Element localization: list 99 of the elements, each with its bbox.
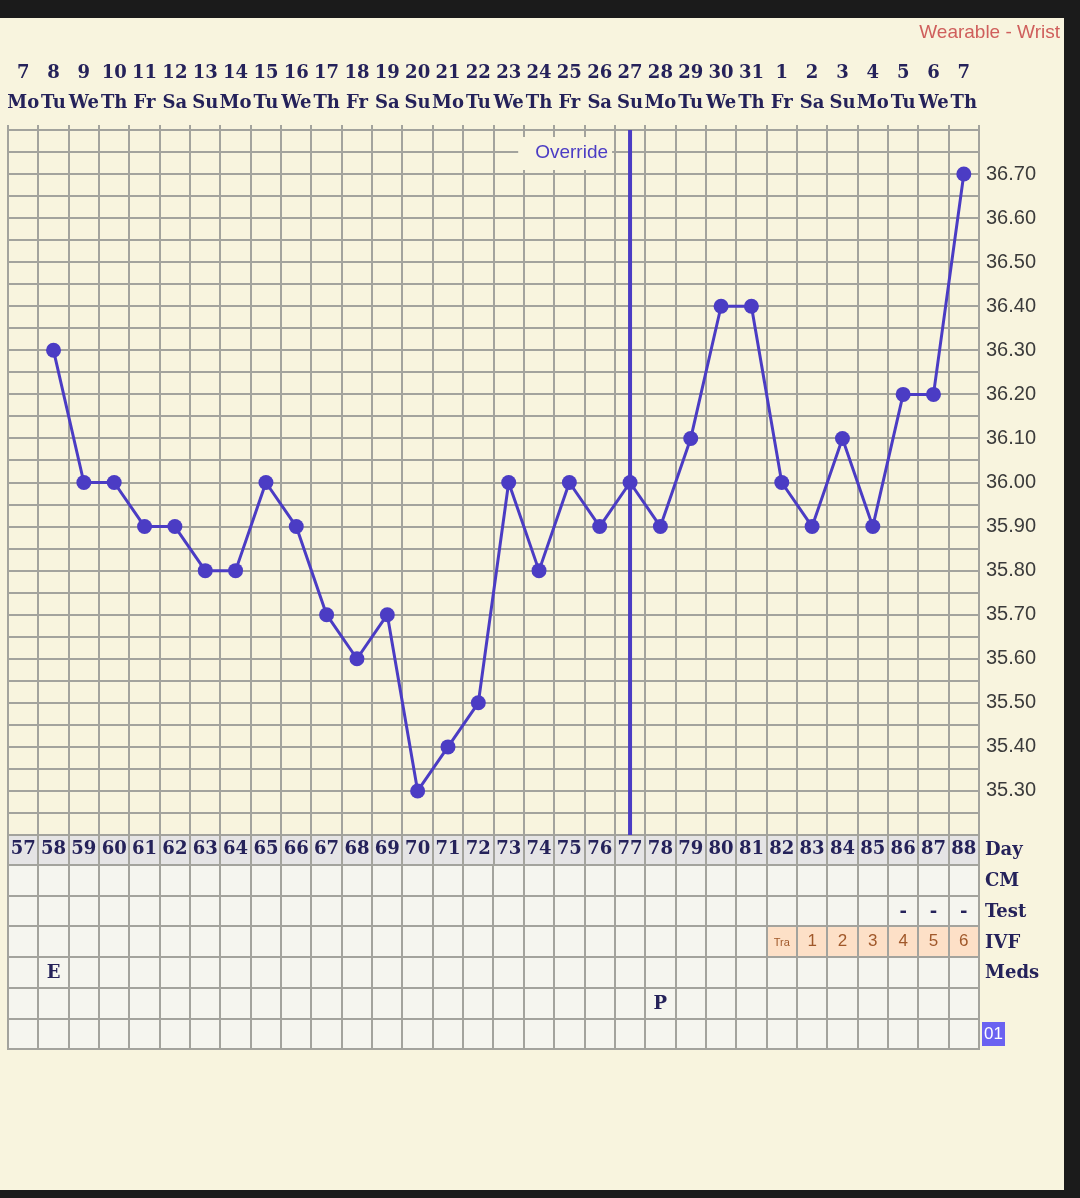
x-tick-label: 23 We: [492, 60, 524, 112]
text: -: [899, 900, 907, 922]
x-tick-label: 26 Sa: [587, 60, 613, 112]
x-tick-label: 27 Su: [617, 60, 644, 112]
x2-tick-label: 79: [678, 837, 704, 859]
ref-line-label: Override: [535, 141, 609, 163]
text: 3: [868, 931, 878, 951]
y-tick-label: IVF: [985, 930, 1021, 952]
x-tick-label: 9 We: [67, 60, 99, 112]
y-tick-label: 36.60: [986, 205, 1037, 228]
x2-tick-label: 70: [405, 837, 431, 859]
x-tick-label: 29 Tu: [678, 60, 704, 112]
x2-tick-label: 82: [769, 837, 795, 859]
text: E: [46, 961, 61, 983]
x-tick-label: 10 Th: [100, 60, 128, 112]
x2-tick-label: 59: [71, 837, 97, 859]
x2-tick-label: 66: [283, 837, 309, 859]
x-tick-label: 12 Sa: [162, 60, 188, 112]
x2-tick-label: 88: [951, 837, 977, 859]
y-tick-label: 36.10: [986, 425, 1037, 448]
x-tick-label: 15 Tu: [253, 60, 279, 112]
y-tick-label: 36.50: [986, 249, 1037, 272]
x-tick-label: 30 We: [704, 60, 737, 112]
x2-tick-label: 84: [829, 837, 855, 859]
x2-tick-label: 64: [223, 837, 249, 859]
y-tick-label: 36.40: [986, 293, 1037, 316]
x2-tick-label: 60: [101, 837, 127, 859]
x-tick-label: 3 Su: [829, 60, 856, 112]
x2-tick-label: 85: [860, 837, 886, 859]
x2-tick-label: 61: [132, 837, 158, 859]
x2-tick-label: 75: [556, 837, 582, 859]
x2-tick-label: 77: [617, 837, 643, 859]
x2-tick-label: 58: [40, 837, 67, 859]
x-tick-label: 5 Tu: [890, 60, 916, 112]
x2-tick-label: 87: [920, 837, 947, 859]
x2-tick-label: 73: [496, 837, 522, 859]
x2-tick-label: 74: [526, 837, 552, 859]
y-tick-label: Meds: [985, 961, 1040, 983]
x-tick-label: 31 Th: [738, 60, 765, 112]
y-tick-label: 35.70: [986, 602, 1037, 625]
x-tick-label: 17 Th: [313, 60, 340, 112]
y-tick-label: 36.20: [986, 381, 1037, 404]
x2-tick-label: 69: [374, 837, 400, 859]
x2-tick-label: 81: [738, 837, 764, 859]
x-tick-label: 28 Mo: [644, 60, 677, 112]
y-tick-label: 35.80: [986, 558, 1037, 581]
x2-tick-label: 62: [162, 837, 188, 859]
x2-tick-label: 57: [10, 837, 36, 859]
x-tick-label: 4 Mo: [856, 60, 889, 112]
x2-tick-label: 71: [435, 837, 461, 859]
text: 5: [928, 931, 939, 951]
y-tick-label: CM: [985, 869, 1020, 891]
y-tick-label: 35.90: [986, 514, 1037, 537]
x2-tick-label: 67: [314, 837, 340, 859]
x-tick-label: 8 Tu: [41, 60, 66, 112]
x2-tick-label: 80: [708, 837, 734, 859]
y-tick-label: 36.30: [986, 337, 1037, 360]
text: 6: [959, 931, 969, 951]
x-tick-label: 14 Mo: [219, 60, 252, 112]
y-tick-label: 35.50: [986, 690, 1037, 713]
x-tick-label: 2 Sa: [799, 60, 825, 112]
x2-tick-label: 65: [253, 837, 279, 859]
x-tick-label: 7 Mo: [7, 60, 40, 112]
text: 2: [837, 931, 848, 951]
x-tick-label: 20 Su: [404, 60, 431, 112]
x-tick-label: 24 Th: [525, 60, 553, 112]
y-tick-label: 36.00: [986, 470, 1037, 493]
x2-tick-label: 86: [890, 837, 916, 859]
x-tick-label: 16 We: [280, 60, 312, 112]
x2-tick-label: 63: [192, 837, 218, 859]
x-tick-label: 18 Fr: [344, 60, 370, 112]
x-tick-label: 25 Fr: [556, 60, 582, 112]
x2-tick-label: 83: [799, 837, 825, 859]
x2-tick-label: 72: [465, 837, 491, 859]
x-tick-label: 22 Tu: [465, 60, 491, 112]
y-tick-label: 35.60: [986, 646, 1037, 669]
text: -: [960, 900, 968, 922]
y-tick-label: Test: [985, 900, 1027, 922]
x-tick-label: 19 Sa: [374, 60, 400, 112]
x2-tick-label: 78: [647, 837, 673, 859]
x2-tick-label: 68: [344, 837, 370, 859]
x2-tick-label: 76: [587, 837, 613, 859]
text: 1: [807, 931, 817, 951]
x-tick-label: 6 We: [917, 60, 949, 112]
x-tick-label: 7 Th: [950, 60, 978, 112]
x2-axis-title: Day: [985, 837, 1024, 859]
x-tick-label: 13 Su: [192, 60, 219, 112]
category-label: 01: [984, 1023, 1003, 1043]
text: -: [929, 900, 938, 922]
x-tick-label: 11 Fr: [132, 60, 158, 112]
x-tick-label: 21 Mo: [432, 60, 464, 112]
text: P: [653, 992, 668, 1014]
x-tick-label: 1 Fr: [770, 60, 794, 112]
y-tick-label: 35.30: [986, 778, 1037, 801]
text: Tra: [773, 935, 790, 948]
y-tick-label: 35.40: [986, 734, 1037, 757]
text: 4: [898, 931, 908, 951]
y-tick-label: 36.70: [986, 161, 1037, 184]
text: Wearable - Wrist: [919, 21, 1060, 43]
